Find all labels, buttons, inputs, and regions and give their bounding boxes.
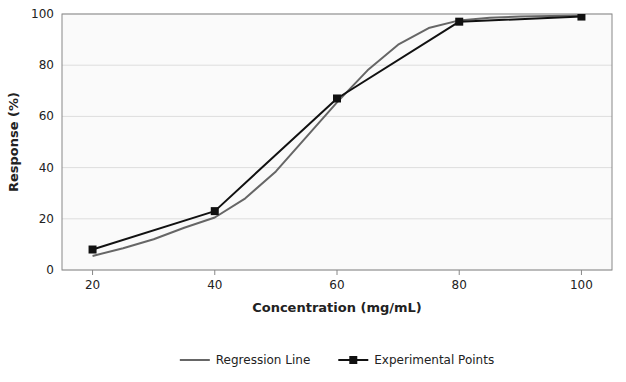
y-tick-label: 60 [39, 109, 54, 123]
x-tick-label: 40 [207, 278, 222, 292]
chart-container: 0 20 40 60 80 100 20 40 60 80 100 Concentration (mg… [0, 0, 626, 382]
legend-marker [349, 356, 357, 364]
series-line [93, 17, 582, 250]
legend-label: Experimental Points [374, 353, 494, 367]
x-tick-mark [581, 270, 582, 275]
x-tick-label: 100 [570, 278, 593, 292]
legend-swatch [180, 359, 210, 361]
grid-line [62, 65, 612, 66]
x-tick-mark [214, 270, 215, 275]
x-tick-label: 20 [85, 278, 100, 292]
data-point [333, 94, 341, 102]
data-point [211, 207, 219, 215]
grid-line [62, 167, 612, 168]
legend: Regression Line Experimental Points [180, 353, 494, 367]
y-tick-label: 100 [31, 7, 54, 21]
x-tick-label: 60 [329, 278, 344, 292]
data-group [89, 14, 586, 256]
chart: 0 20 40 60 80 100 20 40 60 80 100 Concentration (mg… [0, 0, 626, 382]
x-tick-mark [459, 270, 460, 275]
y-tick-label: 80 [39, 58, 54, 72]
x-axis-label: Concentration (mg/mL) [252, 300, 422, 315]
grid-line [62, 116, 612, 117]
data-point [455, 18, 463, 26]
series-line [93, 16, 582, 256]
x-tick-mark [337, 270, 338, 275]
x-tick-label: 80 [452, 278, 467, 292]
y-tick-label: 40 [39, 161, 54, 175]
grid-line [62, 218, 612, 219]
data-point [577, 14, 585, 21]
plot-background [62, 14, 612, 270]
y-tick-label: 20 [39, 212, 54, 226]
legend-label: Regression Line [216, 353, 310, 367]
y-axis-label: Response (%) [6, 92, 21, 192]
plot-frame [62, 14, 612, 270]
data-point [89, 246, 97, 254]
x-tick-mark [92, 270, 93, 275]
y-tick-label: 0 [46, 263, 54, 277]
